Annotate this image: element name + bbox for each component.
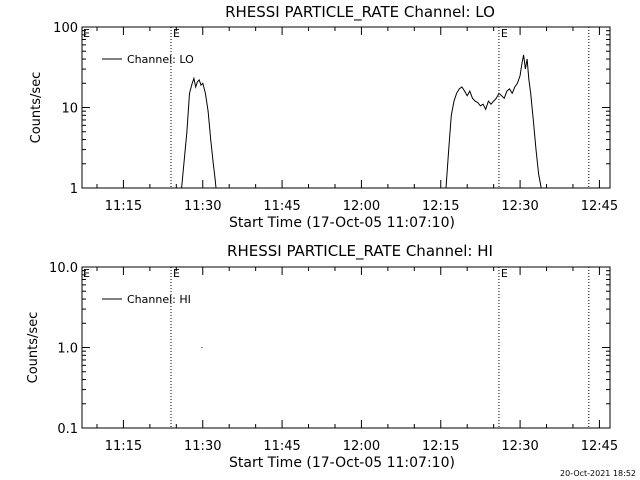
- x-tick-label: 11:45: [263, 199, 300, 214]
- event-marker-label: E: [173, 27, 180, 40]
- chart-title: RHESSI PARTICLE_RATE Channel: HI: [227, 242, 493, 261]
- plot-frame: [81, 266, 611, 429]
- y-tick-label: 10: [61, 102, 78, 117]
- x-tick-label: 12:45: [581, 439, 618, 454]
- x-tick-label: 11:45: [263, 439, 300, 454]
- start-marker-label: E: [83, 267, 90, 280]
- event-marker-label: E: [501, 267, 508, 280]
- x-tick-label: 12:30: [501, 199, 538, 214]
- y-tick-label: 10.0: [49, 261, 78, 276]
- series-line-0: [445, 54, 542, 189]
- plot-frame: [81, 26, 611, 189]
- chart-title: RHESSI PARTICLE_RATE Channel: LO: [225, 3, 495, 22]
- y-tick-label: 1.0: [57, 342, 78, 357]
- x-tick-label: 11:30: [184, 439, 221, 454]
- x-tick-label: 12:15: [422, 439, 459, 454]
- legend-label: Channel: LO: [127, 53, 194, 66]
- y-axis-label: Counts/sec: [29, 72, 44, 144]
- start-marker-label: E: [83, 27, 90, 40]
- x-tick-label: 11:15: [105, 199, 142, 214]
- x-axis-label: Start Time (17-Oct-05 11:07:10): [229, 455, 455, 471]
- legend-label: Channel: HI: [127, 293, 191, 306]
- event-marker-label: E: [173, 267, 180, 280]
- x-tick-label: 12:00: [343, 439, 380, 454]
- y-tick-label: 1: [70, 182, 78, 197]
- x-tick-label: 11:30: [184, 199, 221, 214]
- y-tick-label: 0.1: [57, 422, 78, 437]
- x-tick-label: 11:15: [105, 439, 142, 454]
- y-axis-label: Counts/sec: [26, 312, 41, 384]
- x-tick-label: 12:30: [501, 439, 538, 454]
- y-tick-label: 100: [53, 21, 78, 36]
- series-line-0: [181, 76, 217, 189]
- x-axis-label: Start Time (17-Oct-05 11:07:10): [229, 215, 455, 231]
- x-tick-label: 12:45: [581, 199, 618, 214]
- timestamp-label: 20-Oct-2021 18:52: [560, 469, 636, 478]
- x-tick-label: 12:00: [343, 199, 380, 214]
- event-marker-label: E: [501, 27, 508, 40]
- x-tick-label: 12:15: [422, 199, 459, 214]
